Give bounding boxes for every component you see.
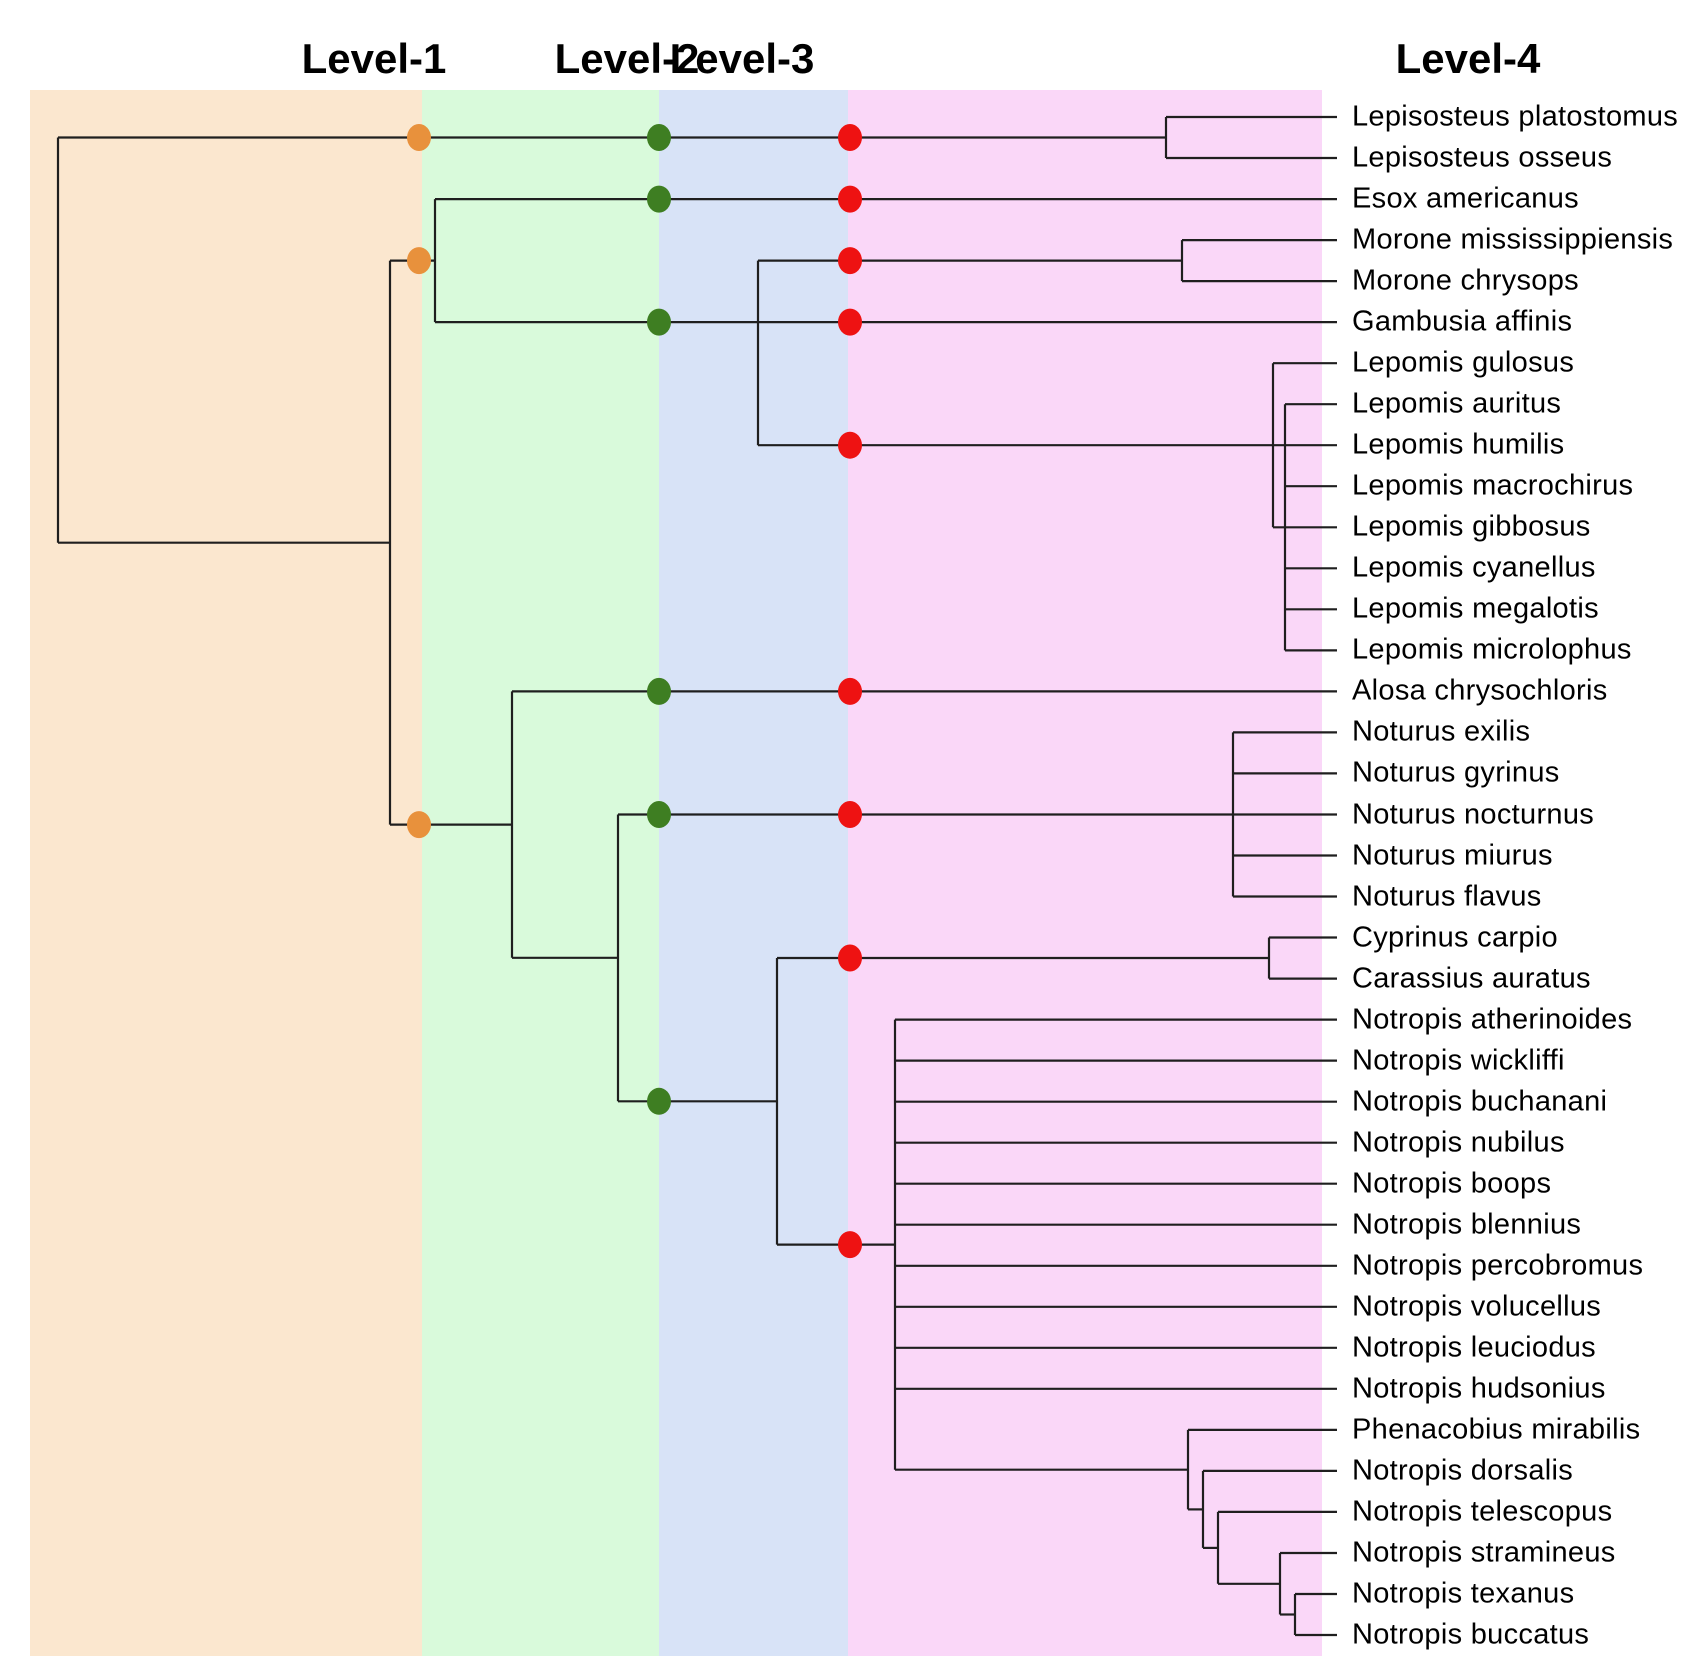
leaf-label: Phenacobius mirabilis	[1352, 1413, 1641, 1446]
leaf-label: Lepomis gibbosus	[1352, 510, 1591, 543]
level-3-band	[659, 90, 848, 1656]
level-3-node-dot	[838, 677, 862, 705]
level-3-header: Level-3	[669, 35, 815, 82]
leaf-label: Lepomis microlophus	[1352, 633, 1632, 666]
leaf-label: Noturus gyrinus	[1352, 756, 1560, 789]
level-2-node-dot	[647, 1087, 671, 1115]
level-3-node-dot	[838, 431, 862, 459]
level-2-node-dot	[647, 185, 671, 213]
leaf-label: Lepomis megalotis	[1352, 592, 1599, 625]
level-2-header: Level-2	[554, 35, 700, 82]
level-3-node-dot	[838, 944, 862, 972]
level-2-node-dot	[647, 308, 671, 336]
level-3-node-dot	[838, 124, 862, 151]
level-1-band	[30, 90, 422, 1656]
leaf-label: Noturus flavus	[1352, 880, 1542, 912]
leaf-label: Lepisosteus osseus	[1352, 141, 1613, 174]
leaf-label: Noturus miurus	[1352, 839, 1553, 871]
leaf-label: Notropis atherinoides	[1352, 1003, 1633, 1036]
leaf-label: Gambusia affinis	[1352, 305, 1573, 338]
level-3-node-dot	[838, 308, 862, 336]
level-4-header: Level-4	[1395, 35, 1541, 82]
leaf-label: Morone chrysops	[1352, 264, 1579, 297]
leaf-label: Cyprinus carpio	[1352, 921, 1558, 953]
level-3-node-dot	[838, 1231, 862, 1259]
leaf-label: Lepomis macrochirus	[1352, 469, 1634, 502]
leaf-label: Lepomis humilis	[1352, 428, 1565, 461]
leaf-label: Notropis hudsonius	[1352, 1372, 1606, 1405]
leaf-label: Noturus nocturnus	[1352, 798, 1595, 830]
leaf-label: Notropis volucellus	[1352, 1290, 1602, 1323]
leaf-label: Notropis buchanani	[1352, 1085, 1608, 1118]
level-1-node-dot	[407, 124, 431, 151]
leaf-label: Morone mississippiensis	[1352, 223, 1674, 256]
leaf-label: Esox americanus	[1352, 182, 1579, 215]
leaf-label: Lepisosteus platostomus	[1352, 100, 1679, 133]
level-1-node-dot	[407, 811, 431, 839]
leaf-label: Lepomis cyanellus	[1352, 551, 1596, 584]
level-1-node-dot	[407, 247, 431, 275]
leaf-label: Notropis telescopus	[1352, 1495, 1613, 1528]
leaf-label: Notropis wickliffi	[1352, 1044, 1565, 1077]
level-3-node-dot	[838, 801, 862, 828]
leaf-label: Carassius auratus	[1352, 962, 1591, 995]
leaf-label: Notropis boops	[1352, 1167, 1552, 1200]
leaf-label: Notropis leuciodus	[1352, 1331, 1596, 1364]
level-4-band	[848, 90, 1322, 1656]
leaf-label: Notropis buccatus	[1352, 1618, 1590, 1651]
leaf-label: Lepomis gulosus	[1352, 346, 1575, 379]
leaf-label: Lepomis auritus	[1352, 387, 1562, 420]
leaf-label: Notropis nubilus	[1352, 1126, 1565, 1159]
leaf-label: Alosa chrysochloris	[1352, 674, 1608, 707]
level-2-node-dot	[647, 801, 671, 828]
level-1-header: Level-1	[301, 35, 447, 82]
leaf-label: Noturus exilis	[1352, 715, 1531, 748]
leaf-label: Notropis percobromus	[1352, 1249, 1644, 1282]
leaf-label: Notropis blennius	[1352, 1208, 1582, 1241]
level-2-band	[422, 90, 659, 1656]
leaf-label: Notropis dorsalis	[1352, 1454, 1574, 1487]
level-3-node-dot	[838, 247, 862, 275]
level-3-node-dot	[838, 185, 862, 213]
leaf-label: Notropis stramineus	[1352, 1536, 1616, 1569]
level-2-node-dot	[647, 124, 671, 151]
level-2-node-dot	[647, 677, 671, 705]
leaf-label: Notropis texanus	[1352, 1577, 1575, 1610]
